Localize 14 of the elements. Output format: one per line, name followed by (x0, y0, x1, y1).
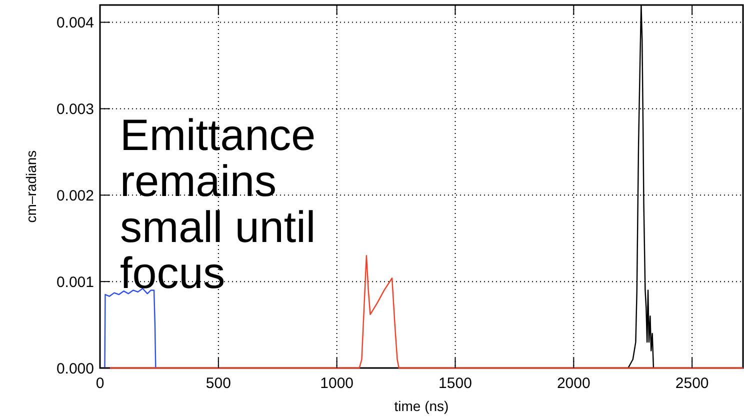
x-axis-title: time (ns) (394, 398, 449, 414)
y-tick-label: 0.002 (56, 187, 94, 204)
y-tick-label: 0.003 (56, 100, 94, 118)
y-tick-label: 0.000 (56, 360, 94, 378)
y-tick-label: 0.001 (56, 274, 94, 291)
x-tick-label: 500 (206, 375, 231, 392)
x-tick-label: 2500 (675, 375, 709, 392)
x-tick-label: 1500 (438, 375, 472, 392)
y-tick-label: 0.004 (56, 14, 94, 32)
y-axis-title: cm–radians (23, 150, 39, 223)
annotation: Emittance remains small until focus (120, 111, 316, 298)
x-tick-label: 2000 (556, 375, 590, 392)
x-tick-label: 1000 (320, 375, 354, 392)
x-tick-label: 0 (96, 375, 104, 392)
